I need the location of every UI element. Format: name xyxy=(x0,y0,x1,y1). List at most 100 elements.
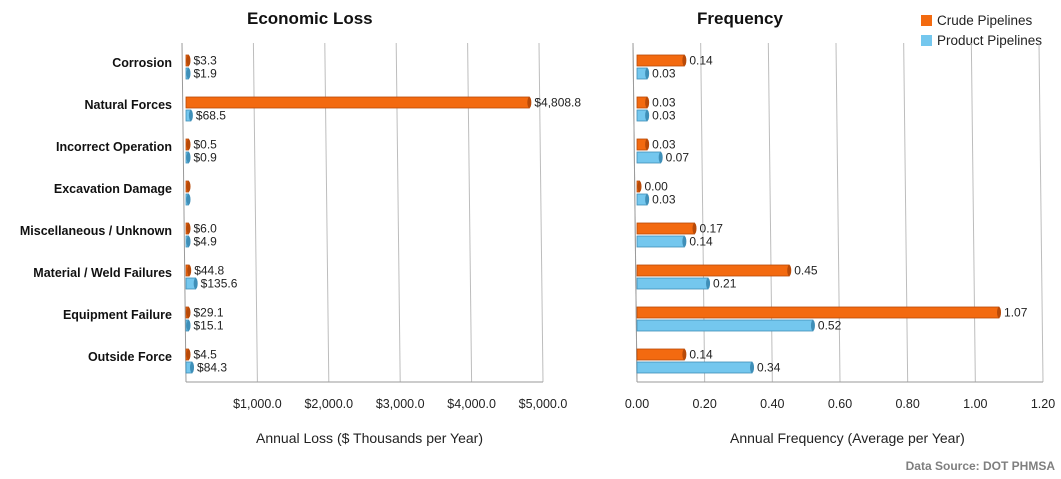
bar-product xyxy=(636,151,662,164)
bar-product xyxy=(636,235,685,248)
bar-product xyxy=(636,361,753,374)
x-tick-label: 0.80 xyxy=(895,397,919,411)
bar-end-cap xyxy=(188,110,193,121)
gridline xyxy=(903,42,909,383)
bar-end-cap xyxy=(186,307,191,318)
data-label: 0.17 xyxy=(700,222,724,236)
gridline xyxy=(395,42,401,383)
bar-product xyxy=(636,319,814,332)
bar-end-cap xyxy=(645,68,650,79)
bar-end-cap xyxy=(186,223,191,234)
bar-end-cap xyxy=(186,139,191,150)
bar-end-cap xyxy=(527,97,532,108)
data-label: $0.9 xyxy=(194,151,218,165)
bar-end-cap xyxy=(190,362,195,373)
data-label: $4.5 xyxy=(194,348,218,362)
data-label: $3.3 xyxy=(194,54,218,68)
bar-end-cap xyxy=(186,194,191,205)
data-label: $15.1 xyxy=(194,319,224,333)
data-label: 0.03 xyxy=(652,67,676,81)
bar-end-cap xyxy=(750,362,755,373)
x-tick-label: 1.20 xyxy=(1031,397,1055,411)
data-label: $44.8 xyxy=(194,264,224,278)
data-source-note: Data Source: DOT PHMSA xyxy=(905,459,1055,473)
x-tick-label: $1,000.0 xyxy=(233,397,282,411)
data-label: $135.6 xyxy=(201,277,238,291)
bar-end-cap xyxy=(186,320,191,331)
economic-loss-title: Economic Loss xyxy=(247,9,373,28)
data-label: 0.14 xyxy=(689,54,713,68)
bar-end-cap xyxy=(645,194,650,205)
bar-end-cap xyxy=(682,349,687,360)
data-label: $0.5 xyxy=(194,138,218,152)
gridline xyxy=(252,42,258,383)
y-axis-line xyxy=(632,42,638,383)
bar-end-cap xyxy=(187,265,192,276)
data-label: 0.03 xyxy=(652,96,676,110)
bar-end-cap xyxy=(186,152,191,163)
x-tick-label: $3,000.0 xyxy=(376,397,425,411)
bar-crude xyxy=(185,96,530,109)
gridline xyxy=(1038,42,1044,383)
bar-end-cap xyxy=(637,181,642,192)
gridline xyxy=(835,42,841,383)
data-label: 0.52 xyxy=(818,319,842,333)
x-tick-label: 0.20 xyxy=(692,397,716,411)
x-tick-label: 0.60 xyxy=(828,397,852,411)
x-tick-label: 0.00 xyxy=(625,397,649,411)
data-label: $68.5 xyxy=(196,109,226,123)
x-tick-label: $5,000.0 xyxy=(519,397,568,411)
bar-crude xyxy=(636,264,790,277)
bar-end-cap xyxy=(645,97,650,108)
bar-product xyxy=(636,277,709,290)
data-label: 0.03 xyxy=(652,193,676,207)
bar-end-cap xyxy=(186,55,191,66)
legend-item-product: Product Pipelines xyxy=(921,30,1042,50)
data-label: 0.03 xyxy=(652,109,676,123)
category-label: Material / Weld Failures xyxy=(33,266,172,280)
bar-end-cap xyxy=(706,278,711,289)
bar-crude xyxy=(636,306,1000,319)
legend-swatch-product xyxy=(921,34,932,46)
bar-end-cap xyxy=(645,110,650,121)
bar-end-cap xyxy=(810,320,815,331)
gridline xyxy=(970,42,976,383)
legend: Crude Pipelines Product Pipelines xyxy=(921,10,1042,50)
x-tick-label: $2,000.0 xyxy=(304,397,353,411)
legend-swatch-crude xyxy=(921,14,932,26)
bar-end-cap xyxy=(186,181,191,192)
bar-crude xyxy=(636,54,685,67)
legend-item-crude: Crude Pipelines xyxy=(921,10,1042,30)
category-label: Miscellaneous / Unknown xyxy=(20,224,172,238)
bar-end-cap xyxy=(682,55,687,66)
bar-end-cap xyxy=(186,349,191,360)
bar-end-cap xyxy=(787,265,792,276)
bar-end-cap xyxy=(645,139,650,150)
bar-end-cap xyxy=(186,236,191,247)
x-tick-label: $4,000.0 xyxy=(447,397,496,411)
data-label: $84.3 xyxy=(197,361,227,375)
bar-end-cap xyxy=(186,68,191,79)
bar-end-cap xyxy=(997,307,1002,318)
gridline xyxy=(467,42,473,383)
category-label: Equipment Failure xyxy=(63,308,172,322)
bar-crude xyxy=(636,348,685,361)
category-label: Corrosion xyxy=(112,56,172,70)
data-label: 0.07 xyxy=(666,151,690,165)
economic-loss-x-axis-label: Annual Loss ($ Thousands per Year) xyxy=(256,430,484,446)
gridline xyxy=(324,42,330,383)
frequency-title: Frequency xyxy=(697,9,783,28)
x-tick-label: 0.40 xyxy=(760,397,784,411)
bar-end-cap xyxy=(658,152,663,163)
legend-label-crude: Crude Pipelines xyxy=(937,12,1033,28)
data-label: $1.9 xyxy=(194,67,218,81)
data-label: 0.21 xyxy=(713,277,737,291)
data-label: 0.14 xyxy=(689,235,713,249)
x-tick-label: 1.00 xyxy=(963,397,987,411)
data-label: 0.03 xyxy=(652,138,676,152)
category-label: Excavation Damage xyxy=(54,182,172,196)
data-label: 0.45 xyxy=(794,264,818,278)
legend-label-product: Product Pipelines xyxy=(937,32,1043,48)
